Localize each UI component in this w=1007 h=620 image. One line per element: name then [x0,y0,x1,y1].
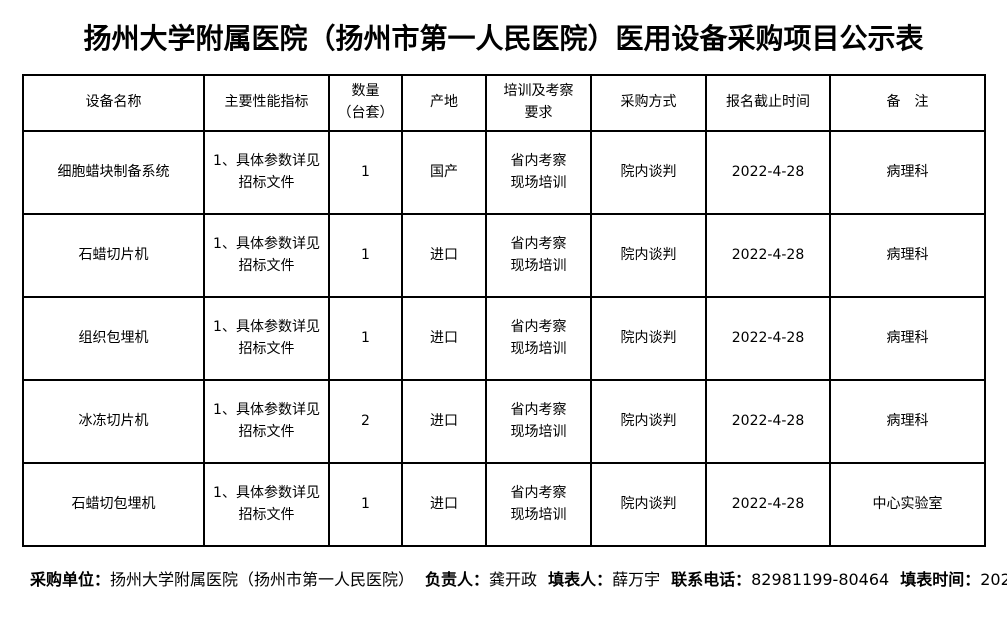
cell-origin: 进口 [401,213,487,298]
cell-specs: 1、具体参数详见 招标文件 [203,296,330,381]
page-title: 扬州大学附属医院（扬州市第一人民医院）医用设备采购项目公示表 [83,22,924,55]
cell-equipment-name: 冰冻切片机 [22,379,205,464]
cell-deadline: 2022-4-28 [705,213,831,298]
cell-quantity: 1 [328,213,403,298]
cell-deadline: 2022-4-28 [705,379,831,464]
footer-value-fill-date: 2022-4-6 [980,570,1007,589]
footer-label-fill-date: 填表时间： [900,570,981,589]
footer-value-person-in-charge: 龚开政 [489,570,538,589]
cell-training: 省内考察 现场培训 [485,296,592,381]
footer-label-person-in-charge: 负责人： [425,570,490,589]
header-quantity: 数量 （台套） [328,74,403,132]
cell-procurement-method: 院内谈判 [590,379,707,464]
cell-remark: 病理科 [829,296,986,381]
cell-training: 省内考察 现场培训 [485,130,592,215]
cell-quantity: 1 [328,130,403,215]
header-procurement-method: 采购方式 [590,74,707,132]
cell-origin: 进口 [401,379,487,464]
table-row: 组织包埋机 1、具体参数详见 招标文件 1 进口 省内考察 现场培训 院内谈判 … [22,296,986,381]
cell-deadline: 2022-4-28 [705,296,831,381]
cell-quantity: 2 [328,379,403,464]
cell-origin: 进口 [401,296,487,381]
cell-procurement-method: 院内谈判 [590,296,707,381]
cell-training: 省内考察 现场培训 [485,213,592,298]
cell-equipment-name: 石蜡切片机 [22,213,205,298]
footer-value-procuring-unit: 扬州大学附属医院（扬州市第一人民医院） [110,570,415,589]
cell-equipment-name: 石蜡切包埋机 [22,462,205,547]
header-origin: 产地 [401,74,487,132]
header-equipment-name: 设备名称 [22,74,205,132]
cell-specs: 1、具体参数详见 招标文件 [203,213,330,298]
footer-value-form-filler: 薛万宇 [612,570,661,589]
footer-value-contact-phone: 82981199-80464 [751,570,890,589]
footer-label-contact-phone: 联系电话： [671,570,752,589]
table-header-row: 设备名称 主要性能指标 数量 （台套） 产地 培训及考察 要求 采购方式 报名截… [22,74,986,132]
cell-training: 省内考察 现场培训 [485,379,592,464]
cell-specs: 1、具体参数详见 招标文件 [203,130,330,215]
cell-specs: 1、具体参数详见 招标文件 [203,462,330,547]
cell-deadline: 2022-4-28 [705,462,831,547]
cell-origin: 国产 [401,130,487,215]
footer-label-procuring-unit: 采购单位： [30,570,111,589]
table-row: 细胞蜡块制备系统 1、具体参数详见 招标文件 1 国产 省内考察 现场培训 院内… [22,130,986,215]
header-deadline: 报名截止时间 [705,74,831,132]
cell-deadline: 2022-4-28 [705,130,831,215]
cell-equipment-name: 细胞蜡块制备系统 [22,130,205,215]
table-row: 石蜡切片机 1、具体参数详见 招标文件 1 进口 省内考察 现场培训 院内谈判 … [22,213,986,298]
table-row: 冰冻切片机 1、具体参数详见 招标文件 2 进口 省内考察 现场培训 院内谈判 … [22,379,986,464]
footer-info: 采购单位：扬州大学附属医院（扬州市第一人民医院） 负责人：龚开政 填表人：薛万宇 联系… [30,566,1007,590]
footer-label-form-filler: 填表人： [548,570,613,589]
cell-remark: 病理科 [829,213,986,298]
header-training: 培训及考察 要求 [485,74,592,132]
cell-procurement-method: 院内谈判 [590,130,707,215]
cell-quantity: 1 [328,296,403,381]
cell-remark: 病理科 [829,130,986,215]
cell-quantity: 1 [328,462,403,547]
header-specs: 主要性能指标 [203,74,330,132]
cell-procurement-method: 院内谈判 [590,462,707,547]
cell-equipment-name: 组织包埋机 [22,296,205,381]
cell-origin: 进口 [401,462,487,547]
cell-remark: 中心实验室 [829,462,986,547]
equipment-table: 设备名称 主要性能指标 数量 （台套） 产地 培训及考察 要求 采购方式 报名截… [22,74,986,547]
header-remark: 备 注 [829,74,986,132]
cell-training: 省内考察 现场培训 [485,462,592,547]
cell-remark: 病理科 [829,379,986,464]
table-row: 石蜡切包埋机 1、具体参数详见 招标文件 1 进口 省内考察 现场培训 院内谈判… [22,462,986,547]
cell-specs: 1、具体参数详见 招标文件 [203,379,330,464]
cell-procurement-method: 院内谈判 [590,213,707,298]
